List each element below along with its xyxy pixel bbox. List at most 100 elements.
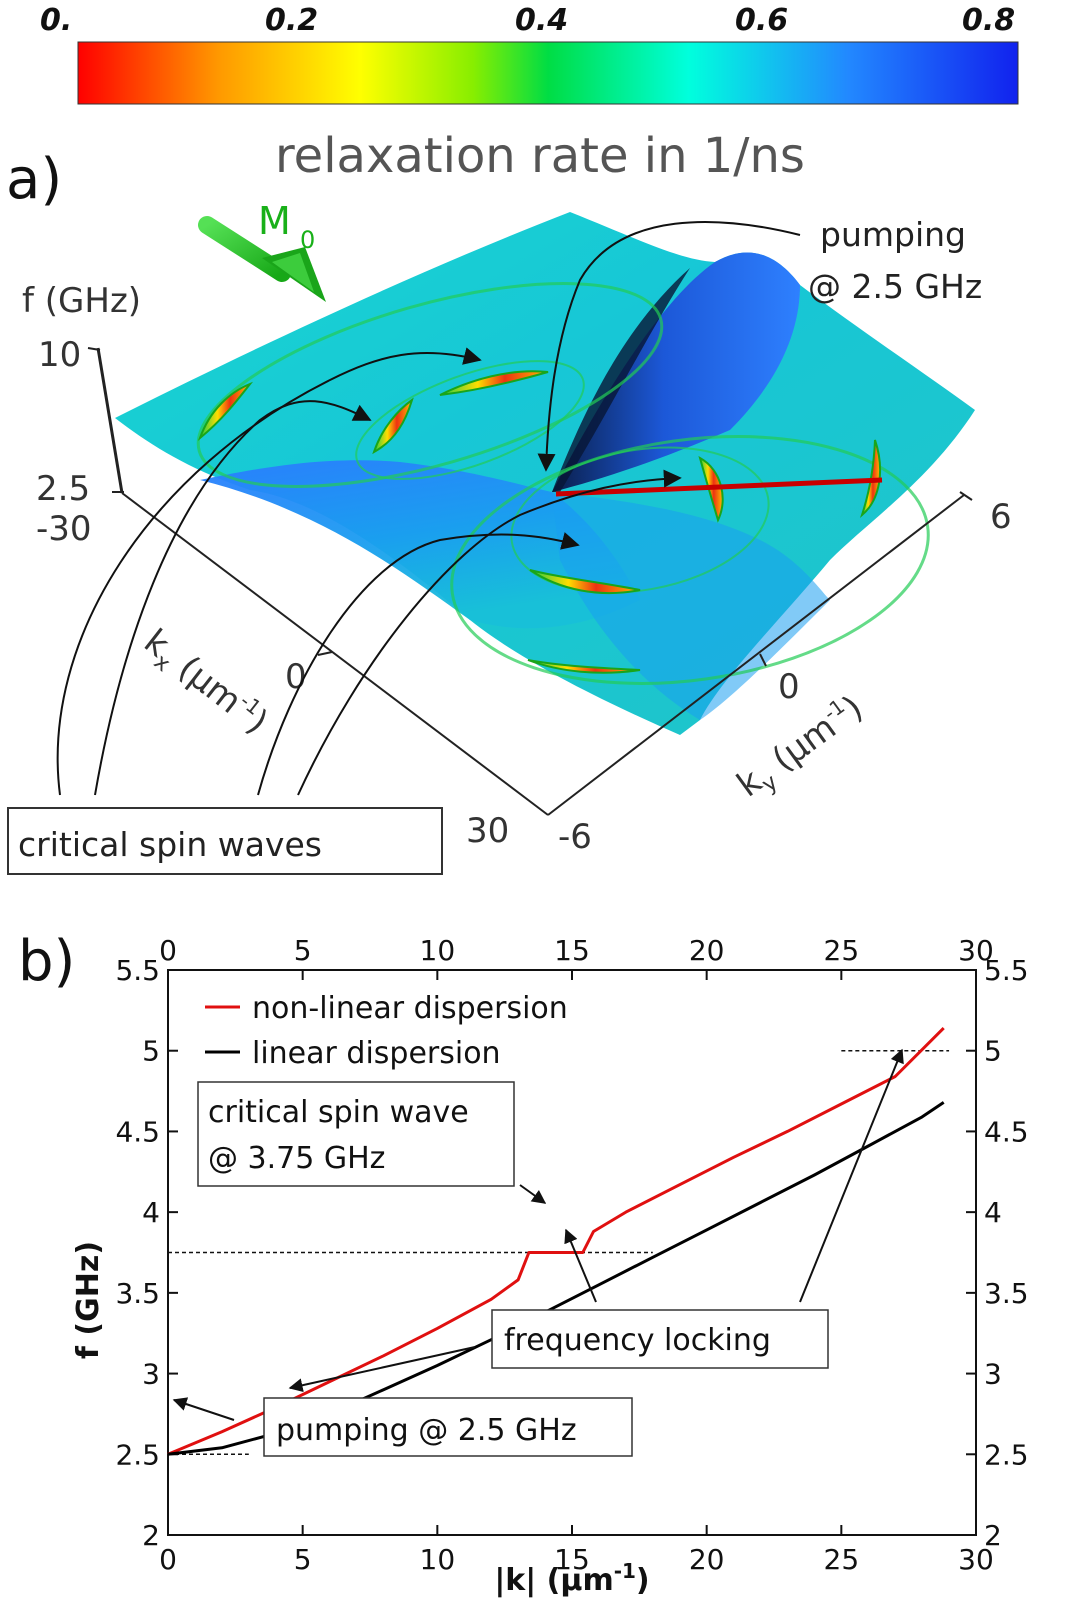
kx-axis-title: kx (μm-1) xyxy=(133,620,276,746)
legend-label-linear: linear dispersion xyxy=(252,1036,501,1071)
legend-label-nonlinear: non-linear dispersion xyxy=(252,991,568,1026)
x-axis-title: |k| (μm-1) xyxy=(494,1559,649,1598)
svg-text:ky (μm-1): ky (μm-1) xyxy=(729,686,874,809)
y-tick-label-left-4: 4 xyxy=(142,1196,160,1229)
pumping-annotation-box xyxy=(263,1397,633,1457)
y-tick-label-right-1: 2.5 xyxy=(984,1438,1029,1471)
critical-arrow-2 xyxy=(94,400,372,796)
series-line-non-linear-dispersion xyxy=(167,1027,945,1456)
y-tick-label-right-4: 4 xyxy=(984,1196,1002,1229)
ky-axis-title: ky (μm-1) xyxy=(729,686,874,809)
ky-tick-6: 6 xyxy=(990,497,1012,537)
x-tick-label-top-3: 15 xyxy=(554,934,590,967)
legend: non-linear dispersion linear dispersion xyxy=(205,991,568,1071)
x-axis-title-sup: -1 xyxy=(614,1559,636,1583)
critical-crescent-far-right xyxy=(859,439,882,518)
x-tick-label-top-5: 25 xyxy=(824,934,860,967)
pumping-annotation-label: pumping @ 2.5 GHz xyxy=(276,1413,577,1448)
x-tick-label-bottom-2: 10 xyxy=(420,1543,456,1576)
critical-annotation-line1: critical spin wave xyxy=(208,1095,469,1130)
critical-crescent-top xyxy=(439,370,549,396)
critical-ring-outer-left xyxy=(196,282,664,488)
critical-arrow-1 xyxy=(56,347,482,796)
x-tick-label-bottom-0: 0 xyxy=(159,1543,177,1576)
y-tick-label-left-3: 3.5 xyxy=(115,1277,160,1310)
critical-annotation-line2: @ 3.75 GHz xyxy=(208,1141,385,1176)
colorbar: 0. 0.2 0.4 0.6 0.8 xyxy=(40,3,1019,105)
critical-crescent-bottom xyxy=(529,569,641,595)
critical-crescent-far-left xyxy=(197,381,254,442)
colorbar-title: relaxation rate in 1/ns xyxy=(275,128,805,184)
x-tick-label-bottom-3: 15 xyxy=(554,1543,590,1576)
magnetization-label: M xyxy=(258,199,291,243)
y-tick-label-right-5: 4.5 xyxy=(984,1115,1029,1148)
svg-text:kx (μm-1): kx (μm-1) xyxy=(133,620,276,746)
x-axis-title-close: ) xyxy=(636,1563,650,1598)
critical-ring-inner-left xyxy=(355,360,585,480)
magnetization-arrow-icon xyxy=(198,216,326,302)
frequency-locking-box xyxy=(491,1309,829,1369)
surface-valley xyxy=(200,460,640,629)
critical-arrow-3 xyxy=(257,532,580,796)
relaxation-surface xyxy=(115,212,975,735)
linear-arrow xyxy=(288,1346,476,1393)
y-tick-label-left-1: 2.5 xyxy=(115,1438,160,1471)
frequency-locking-arrow-left xyxy=(564,1228,597,1303)
kx-tick-30: 30 xyxy=(466,811,509,851)
critical-annotation-arrow xyxy=(519,1184,547,1204)
f-axis-label: f (GHz) xyxy=(22,281,141,321)
critical-annotation-box xyxy=(197,1081,515,1187)
f-tick-10: 10 xyxy=(38,335,81,375)
panel-b-label: b) xyxy=(18,929,75,994)
y-tick-label-left-7: 5.5 xyxy=(115,954,160,987)
x-tick-label-top-2: 10 xyxy=(420,934,456,967)
colorbar-tick-2: 0.4 xyxy=(515,3,568,38)
pumping-arrow xyxy=(537,221,801,472)
surface-ridge-shadow xyxy=(552,268,690,492)
colorbar-tick-0: 0. xyxy=(40,3,72,38)
pumping-label-line1: pumping xyxy=(820,215,966,254)
panel-a-label: a) xyxy=(6,147,62,212)
x-tick-label-top-4: 20 xyxy=(689,934,725,967)
ky-tick-minus6: -6 xyxy=(558,817,592,857)
critical-box-label: critical spin waves xyxy=(18,825,322,864)
critical-crescent-left xyxy=(372,397,414,455)
y-axis-title: f (GHz) xyxy=(71,1241,106,1359)
x-tick-label-bottom-4: 20 xyxy=(689,1543,725,1576)
frequency-locking-label: frequency locking xyxy=(504,1323,771,1358)
colorbar-tick-3: 0.6 xyxy=(735,3,788,38)
x-tick-label-top-0: 0 xyxy=(159,934,177,967)
y-tick-label-left-0: 2 xyxy=(142,1519,160,1552)
magnetization-subscript: 0 xyxy=(300,226,315,254)
y-tick-label-right-3: 3.5 xyxy=(984,1277,1029,1310)
x-axis-title-main: |k| (μm xyxy=(494,1563,613,1598)
x-tick-label-top-1: 5 xyxy=(294,934,312,967)
critical-arrow-4 xyxy=(297,469,682,796)
f-tick-2-5: 2.5 xyxy=(36,469,90,509)
pumping-annotation-arrow xyxy=(172,1397,235,1421)
y-tick-label-right-7: 5.5 xyxy=(984,954,1029,987)
y-tick-label-right-6: 5 xyxy=(984,1035,1002,1068)
frequency-locking-arrow-right xyxy=(799,1048,904,1303)
critical-ring-inner-right xyxy=(510,446,770,594)
colorbar-gradient xyxy=(77,41,1019,105)
y-tick-label-left-6: 5 xyxy=(142,1035,160,1068)
pumping-label-line2: @ 2.5 GHz xyxy=(808,267,982,306)
x-tick-label-bottom-5: 25 xyxy=(824,1543,860,1576)
y-tick-label-right-2: 3 xyxy=(984,1358,1002,1391)
critical-crescent-bottom-edge xyxy=(527,659,641,674)
kx-tick-minus30: -30 xyxy=(36,509,92,549)
axes-3d xyxy=(87,347,973,816)
x-tick-label-bottom-1: 5 xyxy=(294,1543,312,1576)
y-tick-label-left-2: 3 xyxy=(142,1358,160,1391)
kx-tick-0: 0 xyxy=(285,657,307,697)
x-tick-label-bottom-6: 30 xyxy=(958,1543,994,1576)
critical-box xyxy=(7,807,443,875)
x-tick-label-top-6: 30 xyxy=(958,934,994,967)
y-tick-label-left-5: 4.5 xyxy=(115,1115,160,1148)
critical-ring-outer-right xyxy=(450,435,930,685)
kx-axis-unit: (μm xyxy=(162,642,249,722)
colorbar-tick-1: 0.2 xyxy=(265,3,318,38)
